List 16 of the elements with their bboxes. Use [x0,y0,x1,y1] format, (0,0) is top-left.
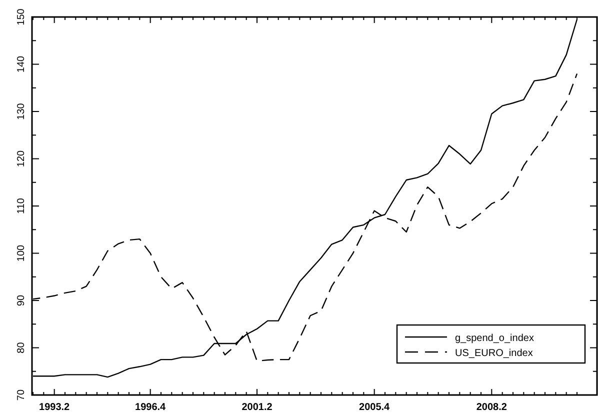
y-tick-label: 120 [16,150,27,168]
x-tick-label: 1993.2 [39,402,70,413]
y-tick-label: 100 [16,244,27,262]
y-tick-label: 90 [16,294,27,306]
x-tick-label: 2005.4 [359,402,390,413]
y-tick-label: 110 [16,198,27,214]
x-tick-label: 1996.4 [135,402,166,413]
y-tick-label: 130 [16,102,27,120]
y-tick-label: 80 [16,342,27,354]
x-tick-label: 2001.2 [242,402,273,413]
x-tick-label: 2008.2 [476,402,508,413]
legend-label: g_spend_o_index [455,333,534,344]
y-tick-label: 70 [16,389,27,401]
y-tick-label: 150 [16,8,27,26]
legend-label: US_EURO_index [455,348,533,359]
y-tick-label: 140 [16,55,27,73]
